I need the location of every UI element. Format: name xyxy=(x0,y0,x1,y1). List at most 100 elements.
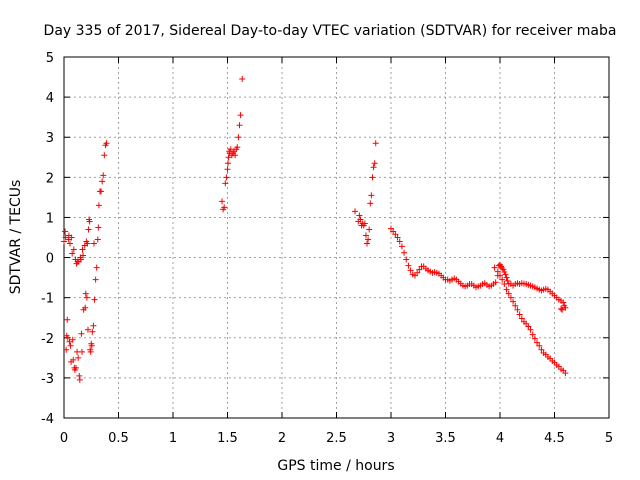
data-point xyxy=(227,146,234,153)
data-point xyxy=(499,276,506,283)
data-point xyxy=(507,294,514,301)
data-point xyxy=(414,269,421,276)
x-tick-label: 3.5 xyxy=(435,431,456,446)
data-point xyxy=(239,76,246,83)
series-series-3.9-4.6h-lower xyxy=(491,264,569,377)
data-point xyxy=(503,286,510,293)
data-point xyxy=(235,134,242,141)
data-point xyxy=(68,234,75,241)
data-point xyxy=(63,346,70,353)
data-point xyxy=(558,305,565,312)
data-point xyxy=(86,218,93,225)
x-axis-label: GPS time / hours xyxy=(277,458,394,474)
data-point xyxy=(234,144,241,151)
data-point xyxy=(64,334,71,341)
data-point xyxy=(69,250,76,257)
y-tick-label: -1 xyxy=(41,292,54,307)
data-point xyxy=(219,198,226,205)
data-point xyxy=(531,335,538,342)
data-point xyxy=(510,298,517,305)
data-point xyxy=(356,212,363,219)
data-point xyxy=(98,188,105,195)
data-point xyxy=(529,331,536,338)
data-point xyxy=(362,232,369,239)
data-point xyxy=(536,342,543,349)
y-tick-label: -2 xyxy=(41,332,54,347)
data-point xyxy=(72,364,79,371)
x-tick-labels: 0 0.5 1 1.5 2 2.5 3 3.5 4 4.5 5 xyxy=(60,431,613,446)
data-point xyxy=(75,354,82,361)
data-point xyxy=(527,326,534,333)
data-point xyxy=(225,154,232,161)
data-point xyxy=(370,164,377,171)
data-point xyxy=(367,200,374,207)
data-point xyxy=(366,226,373,233)
data-point xyxy=(491,264,498,271)
data-point xyxy=(357,216,364,223)
data-point xyxy=(396,238,403,245)
data-point xyxy=(62,228,69,235)
data-point xyxy=(223,174,230,181)
y-axis-label: SDTVAR / TECUs xyxy=(8,180,24,295)
data-point xyxy=(364,240,371,247)
y-tick-label: 5 xyxy=(46,51,54,66)
data-point xyxy=(534,339,541,346)
x-tick-label: 1.5 xyxy=(217,431,238,446)
data-point xyxy=(236,122,243,129)
data-point xyxy=(100,172,107,179)
x-tick-label: 3 xyxy=(387,431,395,446)
data-point xyxy=(224,166,231,173)
x-tick-label: 0 xyxy=(60,431,68,446)
data-point xyxy=(407,267,414,274)
data-point xyxy=(95,202,102,209)
y-tick-label: -3 xyxy=(41,372,54,387)
data-point xyxy=(92,276,99,283)
data-point xyxy=(90,322,97,329)
data-point xyxy=(512,302,519,309)
series-series-3-4.6h xyxy=(388,225,569,313)
data-point xyxy=(76,376,83,383)
data-point xyxy=(82,290,89,297)
data-point xyxy=(77,256,84,263)
data-point xyxy=(222,180,229,187)
data-point xyxy=(78,330,85,337)
data-point xyxy=(538,346,545,353)
data-point xyxy=(525,323,532,330)
data-point xyxy=(64,316,71,323)
data-point xyxy=(369,174,376,181)
data-point xyxy=(78,348,85,355)
data-point xyxy=(90,240,97,247)
x-tick-label: 5 xyxy=(605,431,613,446)
data-points xyxy=(61,76,569,383)
x-tick-label: 4 xyxy=(496,431,504,446)
data-point xyxy=(403,256,410,263)
series-cluster-1.45-1.65h xyxy=(219,76,246,213)
series-cluster-2.65-2.85h xyxy=(352,140,379,247)
y-tick-label: 4 xyxy=(46,91,54,106)
y-tick-label: 2 xyxy=(46,171,54,186)
data-point xyxy=(89,328,96,335)
data-point xyxy=(505,290,512,297)
data-point xyxy=(84,326,91,333)
data-point xyxy=(503,274,510,281)
data-point xyxy=(91,296,98,303)
grid xyxy=(64,57,609,418)
data-point xyxy=(94,236,101,243)
x-tick-label: 4.5 xyxy=(544,431,565,446)
data-point xyxy=(103,140,110,147)
data-point xyxy=(502,271,509,278)
data-point xyxy=(84,240,91,247)
data-point xyxy=(492,279,499,286)
data-point xyxy=(88,342,95,349)
x-tick-label: 1 xyxy=(169,431,177,446)
data-point xyxy=(392,231,399,238)
data-point xyxy=(70,246,77,253)
data-point xyxy=(221,204,228,211)
x-tick-label: 0.5 xyxy=(108,431,129,446)
data-point xyxy=(66,338,73,345)
data-point xyxy=(372,140,379,147)
data-point xyxy=(237,112,244,119)
x-tick-label: 2 xyxy=(278,431,286,446)
data-point xyxy=(82,304,89,311)
